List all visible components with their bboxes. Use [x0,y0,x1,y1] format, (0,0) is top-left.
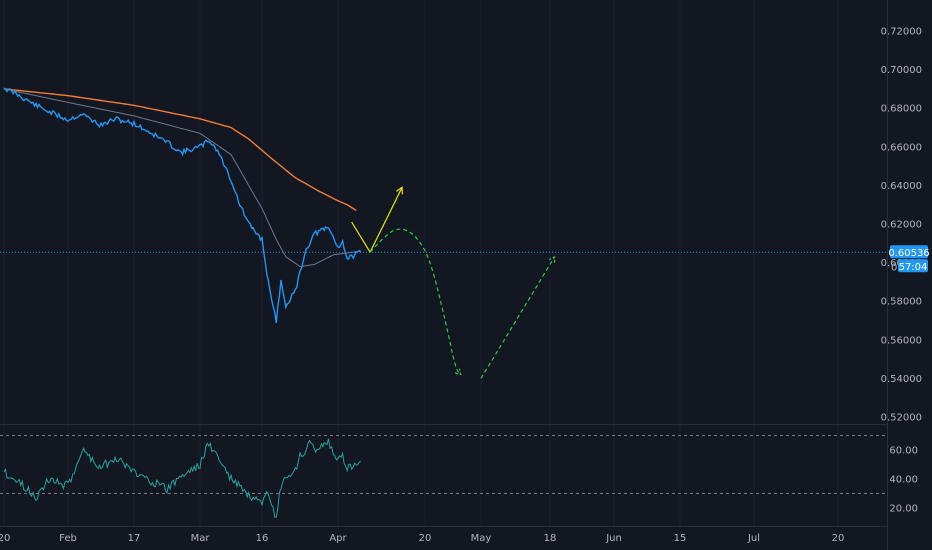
time-tick-label: Apr [329,533,347,544]
projected-path-line[interactable] [480,256,556,379]
time-tick-label: Mar [191,533,211,544]
price-tick-label: 0.68000 [881,104,922,115]
price-series-line [3,87,362,324]
time-axis[interactable]: 20 Feb 17 Mar 16 Apr 20 May 18 Jun 15 Jul 20 [0,533,844,544]
oscillator-tick-label: 60.00 [889,446,918,457]
time-tick-label: 20 [0,533,10,544]
oscillator-pane[interactable] [0,435,887,518]
moving-average-short-line [3,88,361,268]
time-tick-label: 18 [544,533,557,544]
time-tick-label: 15 [674,533,687,544]
projected-path-line[interactable] [369,228,462,375]
time-tick-label: 16 [256,533,269,544]
time-tick-label: Jul [747,533,760,544]
countdown-value: 57:04 [899,262,928,273]
price-pane[interactable] [0,0,887,526]
arrow-up-head [396,186,403,195]
clipped-price-label: 0 [891,262,897,273]
price-tick-label: 0.54000 [881,374,922,385]
time-tick-label: May [471,533,492,544]
arrow-up-line[interactable] [369,187,403,253]
time-tick-label: Feb [59,533,77,544]
price-tick-label: 0.72000 [881,27,922,38]
oscillator-tick-label: 20.00 [889,504,918,515]
price-tick-label: 0.58000 [881,297,922,308]
oscillator-tick-label: 40.00 [889,475,918,486]
price-tick-label: 0.64000 [881,181,922,192]
time-tick-label: 17 [128,533,141,544]
time-tick-label: 20 [419,533,432,544]
moving-average-long-line [3,88,357,212]
projected-path-arrowhead [548,255,556,263]
projected-path-arrowhead [454,368,462,376]
oscillator-axis[interactable]: 60.00 40.00 20.00 [889,446,918,515]
price-tick-label: 0.70000 [881,65,922,76]
last-price-value: 0.60536 [888,248,929,259]
last-price-tag-bg [890,245,928,259]
time-tick-label: 20 [832,533,845,544]
price-tick-label: 0.62000 [881,220,922,231]
trend-line[interactable] [351,221,371,253]
last-price-tag: 0.60536 0 57:04 [888,245,930,273]
price-tick-label: 0.66000 [881,142,922,153]
time-tick-label: Jun [605,533,622,544]
price-tick-label: 0.56000 [881,335,922,346]
oscillator-line [3,438,361,518]
price-tick-label: 0.52000 [881,413,922,424]
countdown-tag-bg [898,259,928,273]
